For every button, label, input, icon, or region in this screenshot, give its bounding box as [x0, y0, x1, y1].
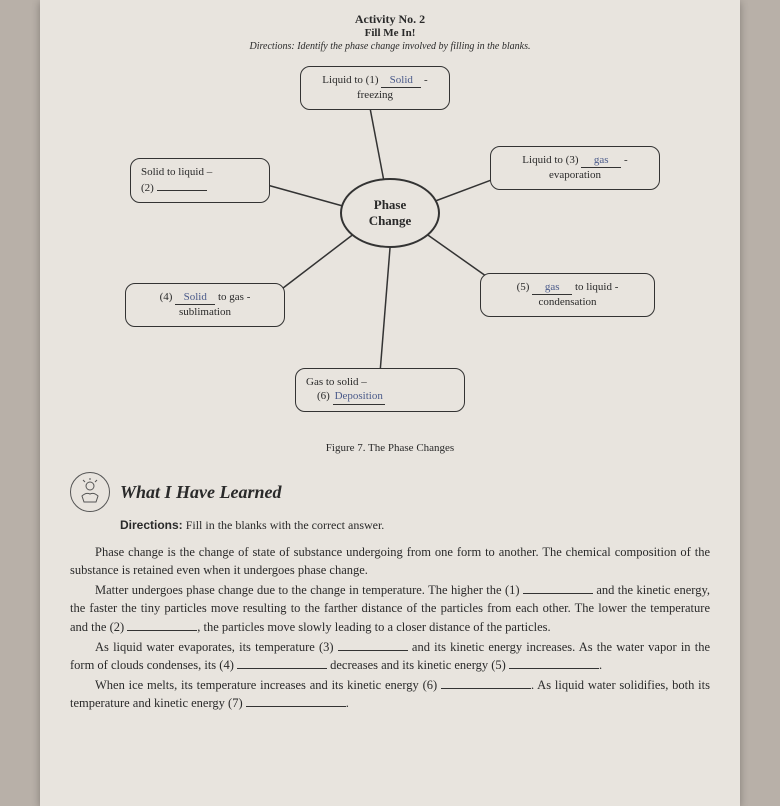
p4c: .: [346, 696, 349, 710]
p4a: When ice melts, its temperature increase…: [95, 678, 441, 692]
node-evaporation: Liquid to (3) gas - evaporation: [490, 146, 660, 190]
directions-text: Fill in the blanks with the correct answ…: [183, 518, 385, 532]
n4-process: sublimation: [179, 306, 231, 318]
n1-prefix: Liquid to (1): [322, 74, 378, 86]
directions-top: Directions: Identify the phase change in…: [70, 41, 710, 52]
n5-answer[interactable]: gas: [532, 280, 572, 295]
directions-learned: Directions: Fill in the blanks with the …: [120, 518, 710, 533]
p3a: As liquid water evaporates, its temperat…: [95, 640, 338, 654]
node-freezing: Liquid to (1) Solid - freezing: [300, 66, 450, 110]
n5-num: (5): [517, 281, 530, 293]
phase-change-diagram: Phase Change Liquid to (1) Solid - freez…: [70, 58, 710, 438]
n1-process: freezing: [357, 89, 393, 101]
p2c: , the particles move slowly leading to a…: [197, 620, 550, 634]
n4-answer[interactable]: Solid: [175, 290, 215, 305]
worksheet-paper: Activity No. 2 Fill Me In! Directions: I…: [40, 0, 740, 806]
node-sublimation: (4) Solid to gas - sublimation: [125, 283, 285, 327]
activity-title: Activity No. 2: [70, 12, 710, 27]
diagram-center: Phase Change: [340, 178, 440, 248]
blank-7[interactable]: [246, 695, 346, 707]
n3-answer[interactable]: gas: [581, 153, 621, 168]
node-deposition: Gas to solid – (6) Deposition: [295, 368, 465, 412]
activity-subtitle: Fill Me In!: [70, 27, 710, 39]
para-4: When ice melts, its temperature increase…: [70, 676, 710, 712]
section-title: What I Have Learned: [120, 482, 282, 503]
p3c: decreases and its kinetic energy (5): [327, 658, 509, 672]
p1a: Phase change is the change of state of s…: [70, 545, 710, 577]
blank-3[interactable]: [338, 639, 408, 651]
lightbulb-hand-icon: [70, 472, 110, 512]
n3-prefix: Liquid to (3): [522, 154, 578, 166]
para-3: As liquid water evaporates, its temperat…: [70, 638, 710, 674]
para-2: Matter undergoes phase change due to the…: [70, 581, 710, 635]
n5-mid: to liquid -: [575, 281, 618, 293]
n6-prefix: Gas to solid –: [306, 376, 367, 388]
n4-mid: to gas -: [218, 291, 250, 303]
n2-blank[interactable]: [157, 179, 207, 191]
n1-suffix: -: [424, 74, 428, 86]
figure-caption: Figure 7. The Phase Changes: [70, 442, 710, 454]
blank-2[interactable]: [127, 619, 197, 631]
n2-num: (2): [141, 182, 154, 194]
blank-6[interactable]: [441, 677, 531, 689]
blank-5[interactable]: [509, 657, 599, 669]
n3-process: evaporation: [549, 169, 601, 181]
p2a: Matter undergoes phase change due to the…: [95, 583, 523, 597]
center-line1: Phase: [374, 197, 407, 213]
n6-answer[interactable]: Deposition: [333, 389, 385, 404]
blank-4[interactable]: [237, 657, 327, 669]
body-paragraphs: Phase change is the change of state of s…: [70, 543, 710, 712]
n1-answer[interactable]: Solid: [381, 73, 421, 88]
n3-suffix: -: [624, 154, 628, 166]
n5-process: condensation: [538, 296, 596, 308]
center-line2: Change: [369, 213, 412, 229]
directions-label: Directions:: [120, 518, 183, 532]
section-header: What I Have Learned: [70, 472, 710, 512]
para-1: Phase change is the change of state of s…: [70, 543, 710, 579]
node-melting: Solid to liquid – (2): [130, 158, 270, 203]
p3d: .: [599, 658, 602, 672]
n4-num: (4): [160, 291, 173, 303]
node-condensation: (5) gas to liquid - condensation: [480, 273, 655, 317]
n6-num: (6): [317, 390, 330, 402]
blank-1[interactable]: [523, 582, 593, 594]
n2-prefix: Solid to liquid –: [141, 166, 212, 178]
